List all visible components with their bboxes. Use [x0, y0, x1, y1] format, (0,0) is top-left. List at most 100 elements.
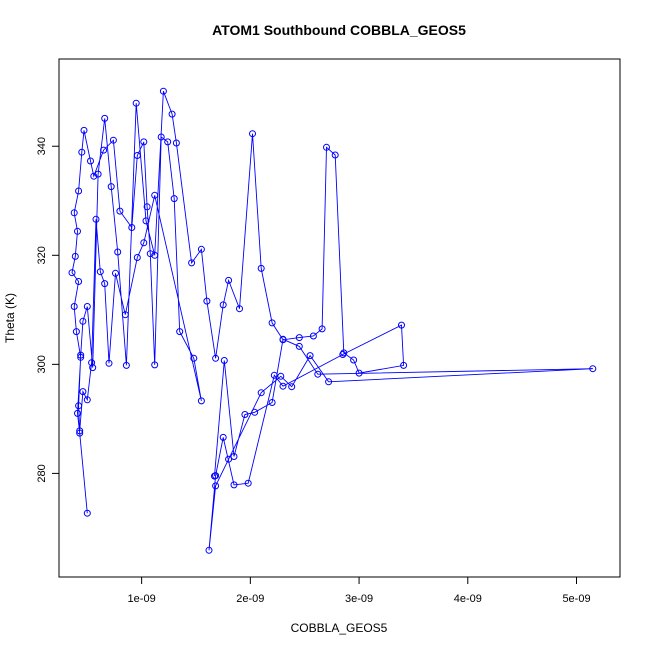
data-point [143, 203, 151, 211]
data-point [105, 359, 113, 367]
data-point [188, 259, 196, 267]
y-tick-label: 340 [36, 137, 48, 155]
data-point [197, 397, 205, 405]
x-axis: 1e-09 2e-09 3e-09 4e-09 5e-09 [128, 577, 591, 605]
data-point [164, 138, 172, 146]
data-point [71, 252, 79, 260]
data-point [176, 328, 184, 336]
data-point [70, 209, 78, 217]
data-point [116, 207, 124, 215]
x-tick-label: 2e-09 [236, 593, 264, 605]
data-point [132, 99, 140, 107]
data-point [270, 371, 278, 379]
data-point [295, 342, 303, 350]
data-point [309, 332, 317, 340]
data-point [589, 365, 597, 373]
data-point [339, 351, 347, 358]
x-tick-label: 3e-09 [345, 593, 373, 605]
data-point [197, 245, 205, 253]
data-point [306, 352, 314, 360]
data-point [241, 411, 249, 418]
chart-title: ATOM1 Southbound COBBLA_GEOS5 [212, 22, 466, 38]
data-point [94, 170, 102, 178]
data-point [151, 191, 159, 199]
data-point [87, 157, 94, 165]
data-point [83, 396, 91, 404]
data-point [109, 136, 117, 144]
data-point [288, 383, 296, 391]
data-point [157, 133, 165, 141]
data-point [80, 126, 88, 134]
data-point [100, 146, 108, 154]
data-point [211, 472, 218, 480]
data-point [159, 87, 167, 95]
data-point [236, 305, 243, 313]
data-point [75, 187, 83, 195]
data-point [277, 372, 285, 380]
data-point [350, 356, 358, 364]
data-point [225, 276, 233, 284]
data-point [90, 172, 98, 180]
data-point [122, 361, 130, 369]
series-line [71, 91, 593, 551]
x-tick-label: 5e-09 [562, 593, 590, 605]
data-point [79, 388, 87, 396]
data-point [142, 217, 150, 225]
data-point [74, 227, 81, 235]
data-point [140, 138, 148, 146]
data-point [203, 297, 211, 305]
data-point [279, 382, 287, 390]
data-point [340, 349, 348, 357]
data-point [96, 268, 104, 276]
data-point [168, 110, 176, 118]
y-axis-label: Theta (K) [3, 293, 17, 343]
data-point [101, 114, 109, 122]
data-point [314, 370, 322, 378]
data-point [225, 455, 233, 463]
data-point [76, 429, 84, 437]
data-point [107, 183, 115, 191]
data-point [205, 546, 213, 554]
data-point [172, 139, 180, 147]
data-point [230, 481, 238, 489]
data-point [190, 354, 198, 362]
data-point [331, 151, 339, 159]
data-point [268, 399, 276, 406]
x-axis-label: COBBLA_GEOS5 [291, 621, 388, 635]
data-point [230, 453, 238, 460]
x-tick-label: 1e-09 [128, 593, 156, 605]
y-axis: 280 300 320 340 [36, 137, 59, 483]
data-point [279, 335, 287, 343]
x-tick-label: 4e-09 [454, 593, 482, 605]
data-point [77, 351, 85, 359]
data-point [140, 239, 148, 247]
data-point [219, 301, 227, 309]
data-point [133, 254, 141, 261]
data-point [70, 303, 78, 310]
data-point [133, 152, 141, 159]
data-point [219, 433, 227, 441]
data-point [75, 278, 83, 285]
data-point [77, 353, 85, 361]
data-point [83, 509, 91, 517]
data-point [112, 269, 119, 277]
data-point [76, 427, 84, 435]
data-point [146, 250, 154, 258]
data-point [295, 334, 303, 342]
data-point [78, 148, 86, 156]
data-point [114, 248, 122, 256]
data-point [83, 303, 91, 310]
y-tick-label: 280 [36, 464, 48, 482]
data-point [68, 269, 76, 277]
data-points [68, 87, 597, 554]
data-point [88, 359, 96, 367]
data-point [257, 389, 265, 397]
y-tick-label: 320 [36, 246, 48, 264]
data-point [323, 143, 330, 151]
data-point [249, 130, 256, 138]
data-point [75, 402, 83, 410]
data-point [128, 224, 136, 231]
data-point [79, 317, 87, 325]
